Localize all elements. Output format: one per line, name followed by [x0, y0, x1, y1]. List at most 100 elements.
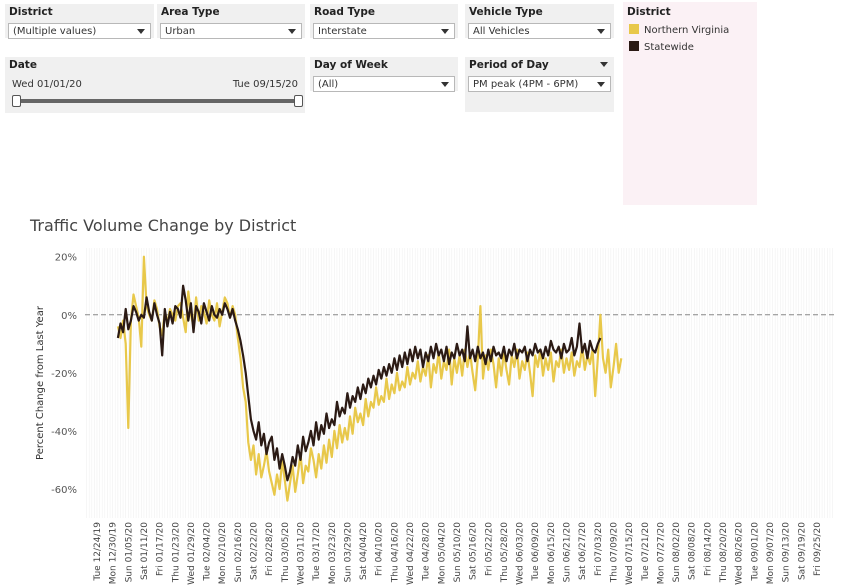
district-filter-label: District [9, 6, 53, 18]
x-tick-label: Wed 03/11/20 [296, 522, 306, 585]
x-tick-label: Wed 06/03/20 [516, 522, 526, 585]
x-tick-label: Tue 03/17/20 [312, 522, 322, 582]
area-type-dropdown[interactable]: Urban [160, 23, 302, 39]
chevron-down-icon [597, 29, 605, 34]
x-tick-label: Thu 08/20/20 [719, 522, 729, 583]
x-tick-label: Sun 05/10/20 [453, 522, 463, 583]
area-type-dropdown-value: Urban [165, 26, 196, 37]
date-filter-label: Date [9, 59, 37, 71]
x-tick-label: Wed 01/29/20 [187, 522, 197, 585]
x-tick-label: Sun 09/13/20 [782, 522, 792, 583]
road-type-dropdown-value: Interstate [318, 26, 367, 37]
district-filter: District (Multiple values) [5, 4, 154, 39]
x-tick-label: Mon 05/04/20 [437, 522, 447, 585]
x-tick-label: Sat 04/04/20 [359, 522, 369, 580]
x-tick-label: Sat 02/22/20 [250, 522, 260, 580]
x-tick-label: Sat 09/19/20 [797, 522, 807, 580]
x-tick-label: Mon 12/30/19 [109, 522, 119, 585]
x-tick-label: Tue 04/28/20 [422, 522, 432, 582]
road-type-filter-label: Road Type [314, 6, 375, 18]
series-line-statewide [116, 284, 602, 482]
y-axis-label: Percent Change from Last Year [35, 305, 46, 460]
legend-item-statewide[interactable]: Statewide [629, 41, 694, 53]
area-type-filter: Area Type Urban [157, 4, 305, 39]
x-tick-label: Sun 08/02/20 [672, 522, 682, 583]
series-line-northern-virginia [116, 255, 623, 502]
legend-item-northern-virginia[interactable]: Northern Virginia [629, 24, 729, 36]
x-tick-label: Wed 08/26/20 [735, 522, 745, 585]
x-tick-label: Wed 04/22/20 [406, 522, 416, 585]
x-tick-label: Sat 08/08/20 [688, 522, 698, 580]
x-tick-label: Tue 09/01/20 [750, 522, 760, 582]
x-tick-label: Sun 02/16/20 [234, 522, 244, 583]
y-tick-label: 20% [55, 253, 77, 264]
x-tick-label: Fri 07/03/20 [594, 522, 604, 576]
y-tick-label: -60% [51, 485, 77, 496]
x-tick-label: Sun 01/05/20 [124, 522, 134, 583]
x-tick-label: Tue 02/04/20 [203, 522, 213, 582]
x-tick-label: Sun 03/29/20 [343, 522, 353, 583]
legend-swatch-statewide [629, 41, 639, 51]
legend-label-statewide: Statewide [644, 42, 694, 53]
chevron-down-icon[interactable] [600, 62, 608, 67]
day-of-week-filter: Day of Week (All) [310, 57, 458, 92]
road-type-filter: Road Type Interstate [310, 4, 458, 39]
date-filter: Date Wed 01/01/20 Tue 09/15/20 [5, 57, 305, 113]
vehicle-type-dropdown-value: All Vehicles [473, 26, 530, 37]
day-of-week-dropdown-value: (All) [318, 79, 339, 90]
x-tick-label: Mon 06/15/20 [547, 522, 557, 585]
x-tick-label: Wed 07/15/20 [625, 522, 635, 585]
vehicle-type-filter: Vehicle Type All Vehicles [465, 4, 614, 39]
day-of-week-filter-label: Day of Week [314, 59, 388, 71]
x-tick-label: Fri 05/22/20 [484, 522, 494, 576]
x-tick-label: Thu 05/28/20 [500, 522, 510, 583]
date-slider-start-handle[interactable] [12, 95, 21, 107]
vehicle-type-dropdown[interactable]: All Vehicles [468, 23, 611, 39]
date-slider-track[interactable] [15, 99, 299, 103]
x-tick-label: Sat 01/11/20 [140, 522, 150, 580]
x-tick-label: Thu 07/09/20 [609, 522, 619, 583]
x-tick-label: Fri 01/17/20 [156, 522, 166, 576]
area-type-filter-label: Area Type [161, 6, 220, 18]
date-start: Wed 01/01/20 [12, 79, 82, 90]
period-of-day-filter-label: Period of Day [469, 59, 549, 71]
x-tick-label: Mon 03/23/20 [328, 522, 338, 585]
legend-swatch-northern-virginia [629, 24, 639, 34]
x-tick-label: Mon 07/27/20 [656, 522, 666, 585]
chevron-down-icon [137, 29, 145, 34]
chevron-down-icon [441, 29, 449, 34]
x-tick-label: Thu 04/16/20 [390, 522, 400, 583]
x-tick-label: Sun 06/21/20 [563, 522, 573, 583]
x-tick-label: Tue 07/21/20 [641, 522, 651, 582]
y-tick-label: -20% [51, 369, 77, 380]
x-tick-label: Fri 08/14/20 [703, 522, 713, 576]
x-tick-label: Mon 02/10/20 [218, 522, 228, 585]
district-dropdown[interactable]: (Multiple values) [8, 23, 151, 39]
x-tick-label: Thu 01/23/20 [171, 522, 181, 583]
x-tick-label: Tue 12/24/19 [93, 522, 103, 582]
date-end: Tue 09/15/20 [232, 79, 298, 90]
period-of-day-dropdown-value: PM peak (4PM - 6PM) [473, 79, 579, 90]
x-tick-label: Tue 06/09/20 [531, 522, 541, 582]
date-slider-end-handle[interactable] [294, 95, 303, 107]
district-dropdown-value: (Multiple values) [13, 26, 97, 37]
x-tick-label: Thu 03/05/20 [281, 522, 291, 583]
legend-title: District [627, 6, 671, 18]
vehicle-type-filter-label: Vehicle Type [469, 6, 543, 18]
y-tick-label: 0% [61, 311, 77, 322]
x-tick-label: Fri 02/28/20 [265, 522, 275, 576]
chevron-down-icon [441, 82, 449, 87]
x-tick-label: Fri 09/25/20 [813, 522, 823, 576]
x-tick-label: Sat 06/27/20 [578, 522, 588, 580]
x-tick-label: Fri 04/10/20 [375, 522, 385, 576]
legend-label-northern-virginia: Northern Virginia [644, 25, 730, 36]
chevron-down-icon [597, 82, 605, 87]
x-tick-label: Sat 05/16/20 [469, 522, 479, 580]
road-type-dropdown[interactable]: Interstate [313, 23, 455, 39]
day-of-week-dropdown[interactable]: (All) [313, 76, 455, 92]
period-of-day-filter: Period of Day PM peak (4PM - 6PM) [465, 57, 614, 112]
chart-title: Traffic Volume Change by District [30, 216, 297, 235]
period-of-day-dropdown[interactable]: PM peak (4PM - 6PM) [468, 76, 611, 92]
y-tick-label: -40% [51, 427, 77, 438]
